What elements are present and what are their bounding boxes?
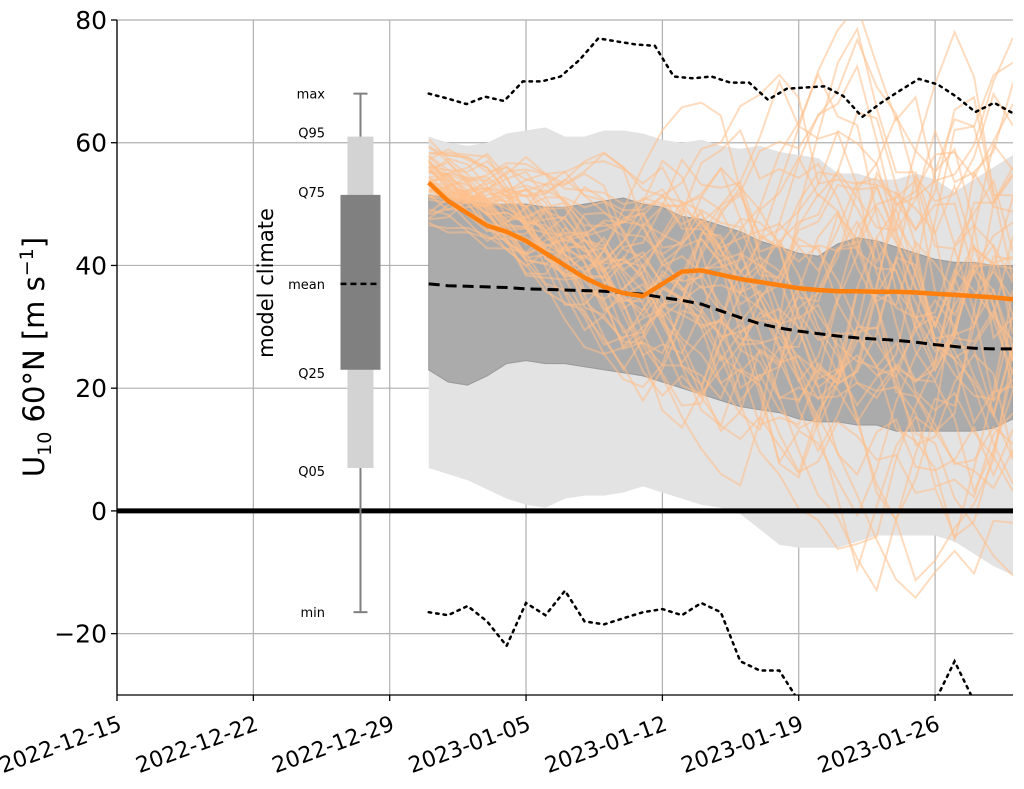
ensemble-member-line — [428, 152, 1013, 430]
box-label-q05: Q05 — [298, 465, 325, 480]
summary-lines — [117, 37, 1013, 695]
x-tick-label: 2022-12-22 — [133, 712, 262, 779]
climate-min-line — [427, 588, 973, 695]
y-tick-label: −20 — [54, 620, 107, 649]
y-tick-label: 20 — [75, 374, 107, 403]
x-tick-label: 2023-01-05 — [405, 712, 534, 779]
climate-mean-line — [428, 282, 1013, 351]
ensemble-member-line — [428, 155, 1013, 403]
ensemble-member-line — [428, 187, 1013, 403]
ensemble-member-line — [428, 155, 1013, 544]
y-tick-label: 80 — [75, 6, 107, 35]
x-tick-label: 2023-01-19 — [678, 712, 807, 779]
ensemble-member-line — [428, 160, 1013, 430]
box-label-max: max — [297, 88, 326, 103]
box-label-q75: Q75 — [298, 186, 325, 201]
y-tick-label: 0 — [91, 497, 107, 526]
x-tick-label: 2023-01-26 — [814, 712, 943, 779]
x-tick-label: 2022-12-15 — [0, 712, 125, 779]
ensemble-member-line — [428, 128, 1013, 434]
box-label-mean: mean — [288, 278, 325, 293]
ensemble-member-line — [428, 154, 1013, 461]
x-tick-labels: 2022-12-15 2022-12-22 2022-12-29 2023-01-05… — [0, 712, 943, 779]
ensemble-member-line — [428, 145, 1013, 286]
y-tick-label: 40 — [75, 251, 107, 280]
x-tick-label: 2022-12-29 — [269, 712, 398, 779]
ensemble-member-line — [428, 82, 1013, 433]
box-label-q25: Q25 — [298, 367, 325, 382]
model-climate-label: model climate — [254, 208, 278, 358]
climate-max-line — [427, 37, 1013, 119]
ensemble-members — [427, 20, 1013, 600]
ensemble-member-line — [428, 125, 1013, 396]
y-tick-label: 60 — [75, 129, 107, 158]
box-label-min: min — [300, 606, 325, 621]
x-tick-label: 2023-01-12 — [542, 712, 671, 779]
ensemble-member-line — [428, 146, 1013, 408]
model-climate-box: max Q95 Q75 mean Q25 Q05 min — [288, 88, 381, 621]
ensemble-member-line — [428, 26, 1013, 487]
ensemble-member-line — [427, 111, 1013, 360]
ensemble-member-line — [428, 37, 1013, 376]
y-tick-labels: −20 0 20 40 60 80 — [54, 6, 107, 649]
ensemble-member-line — [428, 148, 1013, 518]
ensemble-mean-line — [427, 180, 1013, 302]
axes — [111, 19, 1013, 701]
y-axis-label: U10 60°N [m s−1] — [16, 237, 56, 477]
ensemble-member-line — [428, 29, 1013, 280]
ensemble-member-line — [428, 165, 1013, 495]
box-label-q95: Q95 — [298, 126, 325, 141]
box-q25-q75 — [340, 194, 381, 370]
ensemble-member-line — [428, 91, 1013, 405]
ensemble-member-line — [428, 190, 1013, 522]
